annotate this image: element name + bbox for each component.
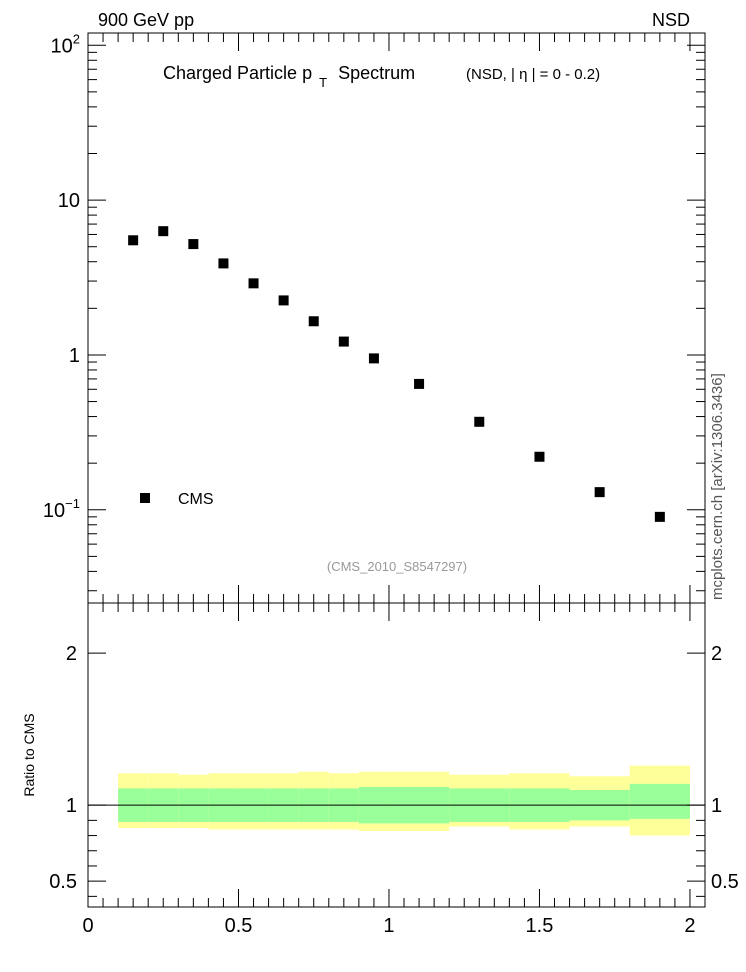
ratio-y-tick-label-left: 1 xyxy=(66,795,77,817)
main-y-tick-label: 10 xyxy=(58,190,80,212)
cms-data-point xyxy=(594,487,605,498)
x-tick-label: 1 xyxy=(383,915,394,937)
ratio-ticks xyxy=(87,603,705,907)
cms-data-point xyxy=(414,378,425,389)
ratio-y-tick-label-left: 0.5 xyxy=(49,871,77,893)
ratio-inner-band xyxy=(629,783,690,819)
title-suffix: Spectrum xyxy=(338,63,415,83)
legend-label-cms: CMS xyxy=(178,491,214,508)
cut-eta: η xyxy=(519,66,527,83)
x-tick-labels: 0 0.5 1 1.5 2 xyxy=(82,915,695,937)
main-y-tick-label: 1 xyxy=(69,345,80,367)
cms-data-point xyxy=(158,226,169,237)
ratio-y-tick-label-right: 2 xyxy=(711,643,722,665)
main-y-tick-label: 10−1 xyxy=(43,496,80,522)
chart-cut: (NSD, | η | = 0 - 0.2) xyxy=(466,66,600,83)
ratio-y-axis-label: Ratio to CMS xyxy=(21,713,37,796)
chart-title: Charged Particle p T Spectrum xyxy=(163,63,415,91)
cut-prefix: (NSD, | xyxy=(466,66,515,83)
energy-label: 900 GeV pp xyxy=(98,10,194,30)
x-tick-label: 1.5 xyxy=(526,915,554,937)
cms-data-point xyxy=(368,353,379,364)
cms-data-point xyxy=(218,258,229,269)
spectrum-panel: Charged Particle p T Spectrum (NSD, | η … xyxy=(43,31,706,604)
legend: CMS xyxy=(140,491,214,508)
cms-data-point xyxy=(534,451,545,462)
cms-data-point xyxy=(278,295,289,306)
cms-data-point xyxy=(248,278,259,289)
x-tick-label: 2 xyxy=(684,915,695,937)
cms-data-point xyxy=(474,416,485,427)
cut-suffix: | = 0 - 0.2) xyxy=(532,66,601,83)
cms-data-point xyxy=(338,336,349,347)
cms-data-point xyxy=(654,511,665,522)
ratio-bands xyxy=(118,765,690,836)
x-tick-label: 0 xyxy=(82,915,93,937)
ratio-y-tick-label-right: 0.5 xyxy=(711,871,739,893)
main-ticks xyxy=(87,33,705,603)
ratio-frame xyxy=(87,602,706,908)
ratio-y-tick-label-left: 2 xyxy=(66,643,77,665)
x-tick-label: 0.5 xyxy=(225,915,253,937)
source-watermark: mcplots.cern.ch [arXiv:1306.3436] xyxy=(709,373,726,600)
main-frame xyxy=(87,32,706,604)
cms-data-point xyxy=(188,239,199,250)
main-y-tick-label: 102 xyxy=(51,31,80,57)
ratio-y-tick-labels: 0.5 0.5 1 1 2 2 xyxy=(49,643,739,893)
title-subscript: T xyxy=(319,75,327,90)
ratio-panel: 0.5 0.51 12 2 0 0.5 1 1.5 2 Ratio to CMS xyxy=(21,602,739,937)
process-label: NSD xyxy=(652,10,690,30)
cms-data-points xyxy=(128,226,665,522)
title-main: Charged Particle p xyxy=(163,63,312,83)
legend-marker-cms xyxy=(140,493,150,503)
cms-data-point xyxy=(308,316,319,327)
ratio-y-tick-label-right: 1 xyxy=(711,795,722,817)
analysis-id: (CMS_2010_S8547297) xyxy=(327,559,467,574)
main-y-tick-labels: 102 10 1 10−1 xyxy=(43,31,80,522)
cms-data-point xyxy=(128,235,139,246)
